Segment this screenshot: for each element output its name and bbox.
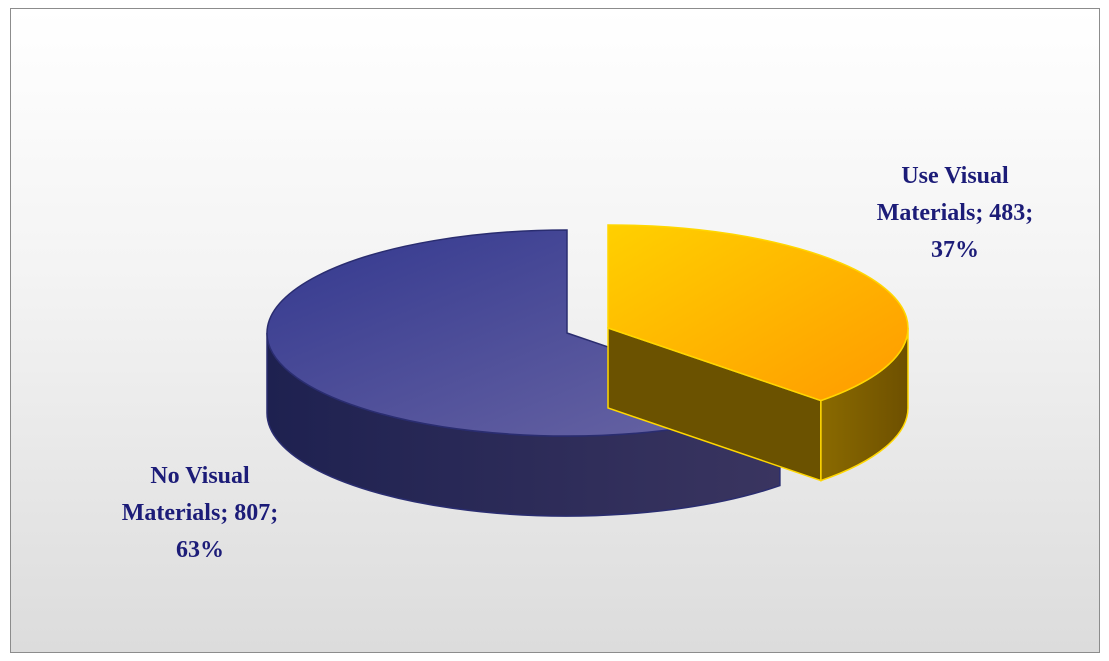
data-label: No Visual Materials; 807; 63% <box>121 463 279 563</box>
data-label: Use Visual Materials; 483; 37% <box>876 163 1034 263</box>
slice <box>607 224 909 402</box>
